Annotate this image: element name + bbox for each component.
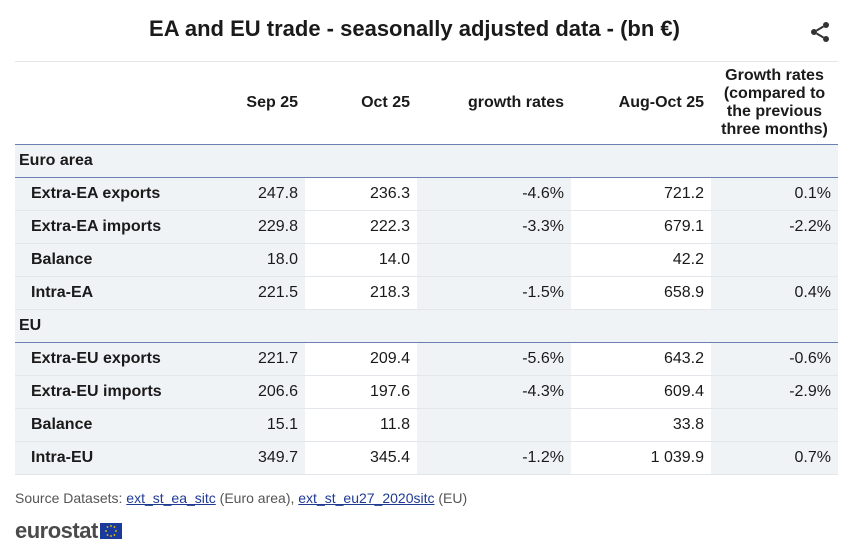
table-cell: 247.8 (175, 177, 305, 211)
table-row: Balance 15.1 11.8 33.8 (15, 408, 838, 442)
table-cell (711, 408, 838, 442)
table-cell: -1.5% (417, 276, 571, 310)
section-label: EU (15, 309, 838, 343)
table-cell: 218.3 (305, 276, 417, 310)
table-cell: -3.3% (417, 210, 571, 244)
row-label: Balance (15, 408, 175, 442)
table-cell: 1 039.9 (571, 441, 711, 475)
eurostat-logo: eurostat (15, 518, 122, 544)
table-cell: 14.0 (305, 243, 417, 277)
table-cell: 0.4% (711, 276, 838, 310)
header-aug-oct25: Aug-Oct 25 (571, 61, 711, 145)
table-cell: -2.2% (711, 210, 838, 244)
section-row: Euro area (15, 144, 838, 178)
row-label: Extra-EU imports (15, 375, 175, 409)
table-cell: 236.3 (305, 177, 417, 211)
table-cell: 0.7% (711, 441, 838, 475)
table-row: Extra-EA exports 247.8 236.3 -4.6% 721.2 0.1% (15, 177, 838, 211)
row-label: Intra-EA (15, 276, 175, 310)
table-row: Intra-EA 221.5 218.3 -1.5% 658.9 0.4% (15, 276, 838, 310)
source-note: Source Datasets: ext_st_ea_sitc (Euro ar… (15, 490, 468, 506)
header-growth-rates-three-months: Growth rates (compared to the previous t… (711, 61, 838, 145)
table-cell: 221.5 (175, 276, 305, 310)
table-cell: -5.6% (417, 342, 571, 376)
row-label: Balance (15, 243, 175, 277)
table-cell: -2.9% (711, 375, 838, 409)
table-row: Intra-EU 349.7 345.4 -1.2% 1 039.9 0.7% (15, 441, 838, 475)
table-cell: 197.6 (305, 375, 417, 409)
table-cell (417, 408, 571, 442)
table-cell (711, 243, 838, 277)
table-row: Extra-EA imports 229.8 222.3 -3.3% 679.1 -2.2… (15, 210, 838, 244)
table-cell: 345.4 (305, 441, 417, 475)
table-row: Extra-EU exports 221.7 209.4 -5.6% 643.2 -0.6… (15, 342, 838, 376)
table-cell: -4.6% (417, 177, 571, 211)
header-growth-rates: growth rates (417, 61, 571, 145)
section-row: EU (15, 309, 838, 343)
table-cell: 18.0 (175, 243, 305, 277)
chart-title: EA and EU trade - seasonally adjusted da… (149, 16, 680, 41)
section-label: Euro area (15, 144, 838, 178)
row-label: Extra-EA imports (15, 210, 175, 244)
row-label: Extra-EA exports (15, 177, 175, 211)
dataset-link-eu[interactable]: ext_st_eu27_2020sitc (298, 490, 435, 506)
table-cell: 643.2 (571, 342, 711, 376)
row-label: Extra-EU exports (15, 342, 175, 376)
table-cell: 349.7 (175, 441, 305, 475)
eu-flag-icon (99, 523, 122, 539)
table-cell (417, 243, 571, 277)
trade-table: Sep 25 Oct 25 growth rates Aug-Oct 25 Gr… (15, 61, 838, 475)
table-cell: -1.2% (417, 441, 571, 475)
table-row: Extra-EU imports 206.6 197.6 -4.3% 609.4 -2.9… (15, 375, 838, 409)
table-cell: 42.2 (571, 243, 711, 277)
share-icon[interactable] (808, 20, 832, 44)
table-cell: 222.3 (305, 210, 417, 244)
table-cell: 15.1 (175, 408, 305, 442)
header-row: Sep 25 Oct 25 growth rates Aug-Oct 25 Gr… (15, 61, 838, 145)
table-cell: 206.6 (175, 375, 305, 409)
table-cell: -0.6% (711, 342, 838, 376)
table-cell: -4.3% (417, 375, 571, 409)
table-cell: 679.1 (571, 210, 711, 244)
table-cell: 609.4 (571, 375, 711, 409)
table-cell: 658.9 (571, 276, 711, 310)
table-cell: 721.2 (571, 177, 711, 211)
dataset-link-ea[interactable]: ext_st_ea_sitc (126, 490, 216, 506)
table-row: Balance 18.0 14.0 42.2 (15, 243, 838, 277)
table-cell: 229.8 (175, 210, 305, 244)
table-cell: 221.7 (175, 342, 305, 376)
table-cell: 33.8 (571, 408, 711, 442)
header-sep25: Sep 25 (175, 61, 305, 145)
table-cell: 0.1% (711, 177, 838, 211)
table-cell: 11.8 (305, 408, 417, 442)
table-cell: 209.4 (305, 342, 417, 376)
header-label (15, 61, 175, 145)
row-label: Intra-EU (15, 441, 175, 475)
header-oct25: Oct 25 (305, 61, 417, 145)
